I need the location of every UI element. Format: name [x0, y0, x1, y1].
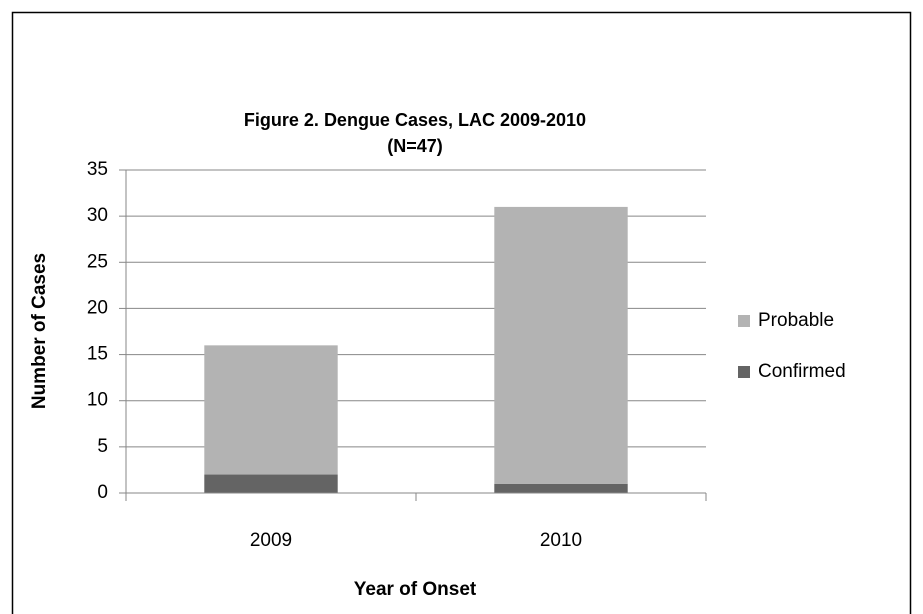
x-tick-label: 2010	[540, 530, 582, 551]
y-axis-title: Number of Cases	[29, 253, 50, 409]
y-tick-label: 25	[87, 251, 108, 272]
bar-segment	[204, 345, 338, 475]
legend-label: Confirmed	[758, 361, 846, 382]
y-tick-label: 20	[87, 297, 108, 318]
x-axis-title: Year of Onset	[354, 579, 477, 600]
bar-segment	[494, 483, 628, 493]
x-tick-label: 2009	[250, 530, 292, 551]
chart-frame	[11, 11, 912, 614]
y-tick-label: 10	[87, 390, 108, 411]
y-tick-label: 35	[87, 159, 108, 180]
chart-subtitle: (N=47)	[387, 136, 443, 156]
y-tick-label: 15	[87, 344, 108, 365]
bar-segment	[494, 206, 628, 484]
bar-segment	[204, 474, 338, 493]
chart-title: Figure 2. Dengue Cases, LAC 2009-2010	[244, 110, 586, 130]
legend-swatch	[738, 315, 750, 327]
y-tick-label: 0	[97, 482, 108, 503]
legend-label: Probable	[758, 310, 834, 331]
legend-swatch	[738, 366, 750, 378]
y-tick-label: 5	[97, 436, 108, 457]
y-tick-label: 30	[87, 205, 108, 226]
